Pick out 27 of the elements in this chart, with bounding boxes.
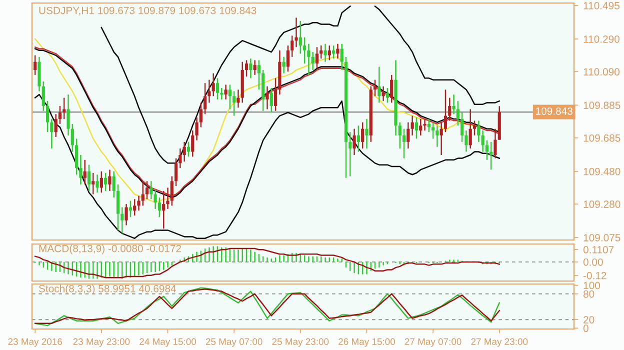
y-tick-label: 0.1107 <box>583 246 614 254</box>
y-tick-label: 109.075 <box>584 234 620 242</box>
x-tick-label: 24 May 15:00 <box>140 338 196 347</box>
y-tick-label: 0.00 <box>583 258 603 266</box>
x-tick-label: 25 May 23:00 <box>272 338 329 347</box>
chart-title: USDJPY,H1 109.673 109.879 109.673 109.843 <box>39 6 256 16</box>
y-tick-label: 109.885 <box>584 102 620 110</box>
ref-line-label: 109.843 <box>536 107 572 115</box>
x-tick-label: 23 May 23:00 <box>73 338 130 347</box>
y-tick-label: 20 <box>584 316 594 324</box>
y-tick-label: 110.290 <box>584 35 620 43</box>
chart-title: Stoch(8,3,3) 58.9951 40.6984 <box>38 284 176 294</box>
y-tick-label: 109.685 <box>584 134 620 142</box>
y-tick-label: 110.090 <box>584 68 620 76</box>
y-tick-label: 110.495 <box>584 2 620 10</box>
y-tick-label: 100 <box>584 282 600 290</box>
y-tick-label: 0 <box>583 324 588 332</box>
x-tick-label: 27 May 07:00 <box>404 338 462 347</box>
y-tick-label: 80 <box>583 290 594 298</box>
y-tick-label: -0.12 <box>583 272 606 280</box>
x-tick-label: 26 May 15:00 <box>338 338 395 347</box>
y-tick-label: 109.280 <box>584 200 620 208</box>
chart-title: MACD(8,13,9) -0.0080 -0.0172 <box>39 244 181 254</box>
y-tick-label: 109.480 <box>584 168 620 176</box>
x-tick-label: 23 May 2016 <box>8 338 62 347</box>
x-tick-label: 25 May 07:00 <box>206 338 262 347</box>
x-tick-label: 27 May 23:00 <box>471 338 528 347</box>
